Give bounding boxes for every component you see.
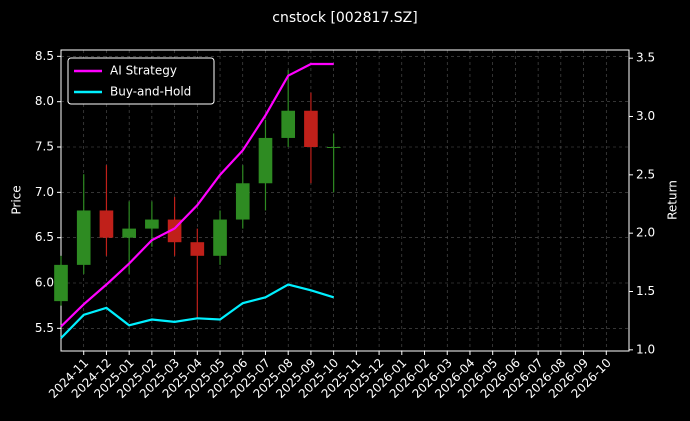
y-axis-label: Price [10, 185, 24, 214]
candle-body [213, 219, 227, 256]
candle-body [304, 110, 318, 148]
chart-title: cnstock [002817.SZ] [272, 10, 417, 26]
candle-body [326, 147, 341, 149]
y-tick-label: 7.5 [35, 140, 54, 154]
candle-body [145, 219, 159, 229]
y-tick-label: 5.5 [35, 321, 54, 335]
y2-tick-label: 2.0 [636, 226, 655, 240]
y2-tick-label: 1.5 [636, 284, 655, 298]
y-tick-label: 8.5 [35, 49, 54, 63]
candle-body [258, 137, 273, 184]
y2-tick-label: 2.5 [636, 167, 655, 181]
legend-frame [67, 57, 215, 105]
series-line [60, 283, 334, 339]
legend-label: Buy-and-Hold [110, 85, 191, 99]
candle-body [235, 183, 250, 220]
candle-body [281, 110, 296, 138]
y-tick-label: 7.0 [35, 185, 54, 199]
candle-body [190, 242, 205, 256]
y-tick-label: 6.0 [35, 276, 54, 290]
y2-tick-label: 3.0 [636, 109, 655, 123]
candle-body [99, 210, 114, 238]
y-tick-label: 6.5 [35, 230, 54, 244]
candle-body [54, 264, 68, 302]
y2-axis-label: Return [666, 180, 680, 220]
plot-frame [60, 49, 630, 352]
candle-body [122, 228, 136, 238]
y-tick-label: 8.0 [35, 94, 54, 108]
y2-tick-label: 1.0 [636, 342, 655, 356]
series-line [60, 62, 334, 328]
legend: AI Strategy Buy-and-Hold [67, 57, 215, 105]
candle-body [76, 210, 91, 265]
legend-label: AI Strategy [110, 64, 177, 78]
y2-tick-label: 3.5 [636, 51, 655, 65]
